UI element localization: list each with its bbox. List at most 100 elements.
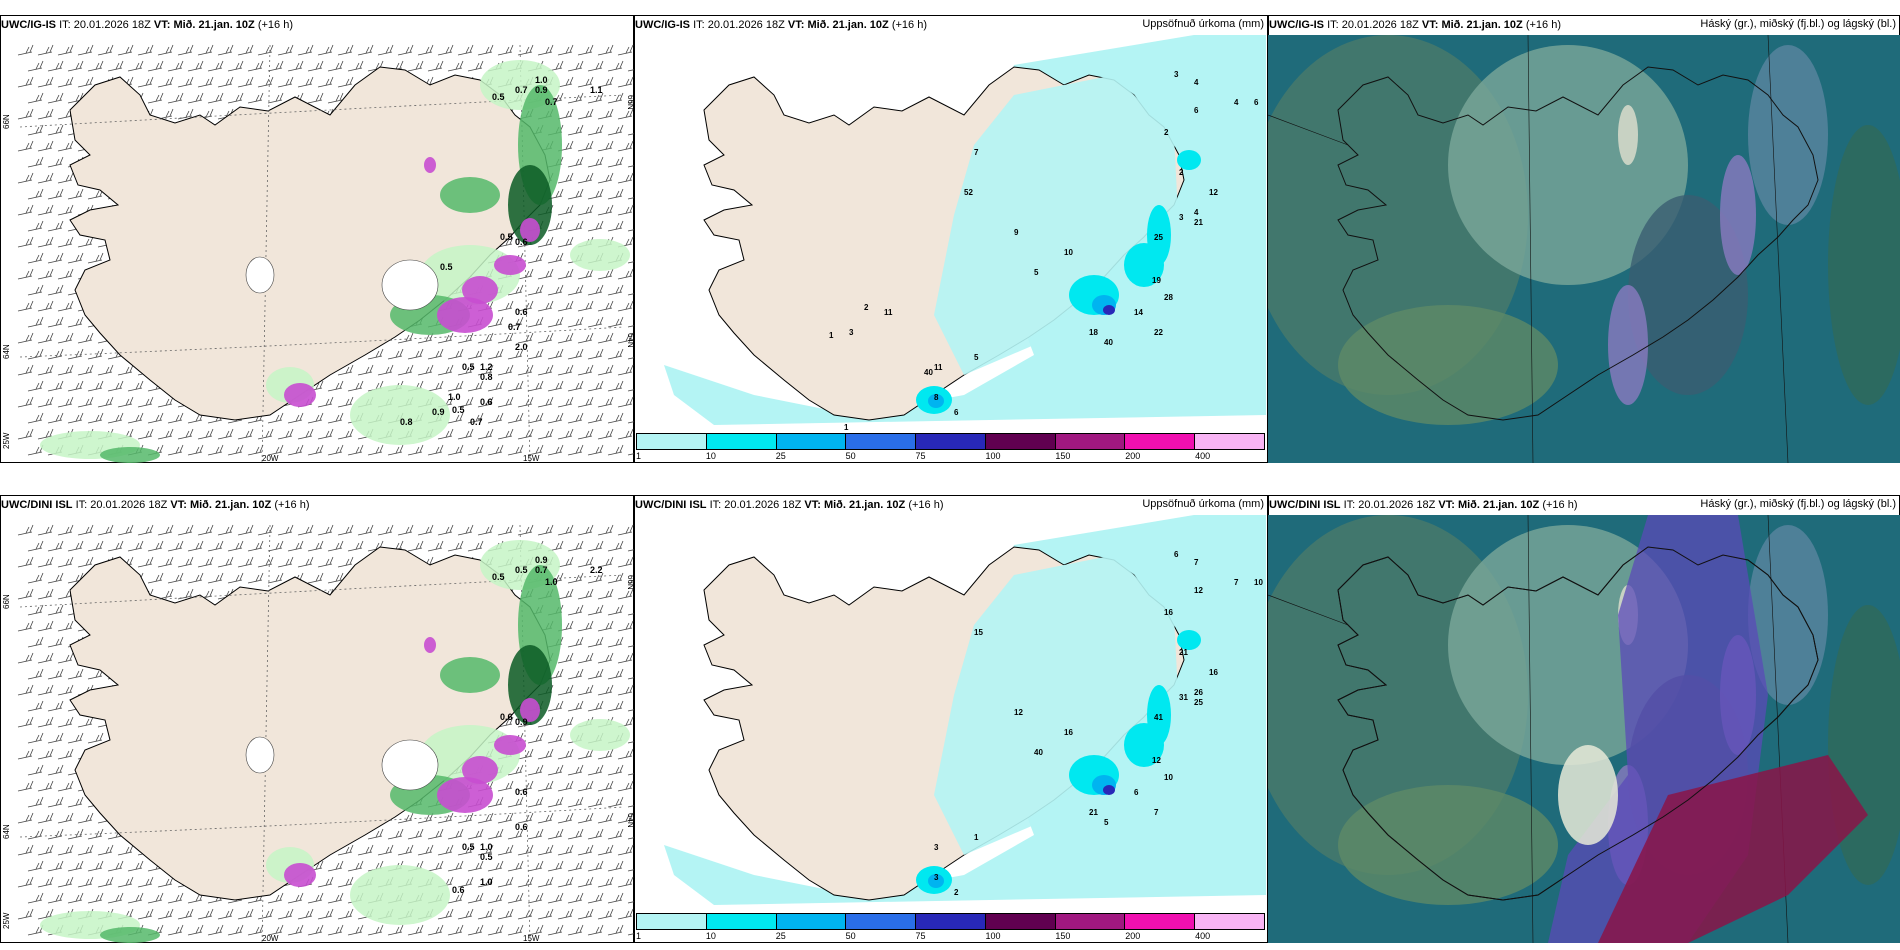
init-time: 20.01.2026 18Z — [707, 19, 785, 31]
wind-barb — [47, 796, 64, 808]
panel-header: UWC/DINI ISL IT: 20.01.2026 18Z VT: Mið.… — [1269, 499, 1578, 511]
wind-barb — [447, 540, 464, 552]
wind-barb — [567, 60, 584, 72]
wind-barb — [87, 860, 104, 872]
wind-barb — [67, 380, 84, 392]
wind-barb — [277, 908, 294, 920]
panel-header: UWC/IG-IS IT: 20.01.2026 18Z VT: Mið. 21… — [1, 19, 293, 31]
wind-barb — [517, 876, 534, 888]
colorbar-swatch — [706, 914, 777, 929]
thin-cloud — [1558, 745, 1618, 845]
wind-barb — [407, 348, 424, 360]
wind-barb — [317, 524, 334, 536]
colorbar-swatch — [1055, 434, 1126, 449]
glacier — [245, 256, 275, 294]
wind-barb — [47, 604, 64, 616]
wind-barb — [627, 325, 634, 328]
wind-barb — [57, 748, 74, 760]
wind-barb — [17, 588, 34, 600]
wind-barb — [177, 428, 194, 440]
wind-barb — [517, 396, 534, 408]
accum-value: 28 — [1164, 293, 1173, 302]
snow-area — [494, 735, 526, 755]
precip-area — [570, 239, 630, 271]
precip-area — [508, 165, 552, 245]
wind-barb — [557, 204, 574, 216]
precip-value: 0.5 — [500, 232, 513, 242]
precip-area-land — [934, 75, 1179, 375]
wind-barb — [187, 924, 204, 936]
wind-barb — [467, 380, 484, 392]
wind-barb — [137, 76, 154, 88]
wind-barb — [197, 428, 214, 440]
panel-title: Háský (gr.), miðský (fj.bl.) og lágský (… — [1700, 18, 1896, 30]
wind-barb — [607, 412, 624, 424]
wind-barb — [567, 348, 584, 360]
wind-barb — [267, 412, 284, 424]
colorbar-tick: 400 — [1195, 931, 1211, 941]
precip-area — [440, 177, 500, 213]
wind-barb — [507, 284, 524, 296]
wind-barb — [397, 812, 414, 824]
wind-barb — [17, 140, 34, 152]
wind-barb — [267, 444, 284, 456]
wind-barb — [17, 780, 34, 792]
wind-barb — [477, 524, 494, 536]
accum-value: 16 — [1209, 668, 1218, 677]
wind-barb — [577, 268, 594, 280]
wind-barb — [107, 540, 124, 552]
wind-barb — [497, 876, 514, 888]
precip-value: 1.0 — [535, 75, 548, 85]
wind-barb — [627, 133, 634, 136]
wind-barb — [557, 748, 574, 760]
wind-barb — [567, 284, 584, 296]
wind-barb — [607, 380, 624, 392]
wind-barb — [47, 828, 64, 840]
wind-barb — [607, 92, 624, 104]
model-name: UWC/IG-IS — [1, 19, 56, 31]
wind-barb — [607, 284, 624, 296]
wind-barb — [227, 92, 244, 104]
wind-barb — [407, 444, 424, 456]
wind-barb — [17, 844, 34, 856]
precip-area — [440, 657, 500, 693]
colorbar-tick: 10 — [705, 451, 716, 461]
wind-barb — [417, 524, 434, 536]
wind-barb — [357, 364, 374, 376]
vt-label: VT: — [1421, 19, 1439, 31]
wind-barb — [307, 412, 324, 424]
wind-barb — [17, 652, 34, 664]
wind-barb — [27, 636, 44, 648]
wind-barb — [27, 124, 44, 136]
wind-barb — [497, 364, 514, 376]
wind-barb — [27, 60, 44, 72]
wind-barb — [487, 412, 504, 424]
wind-barb — [557, 524, 574, 536]
wind-barb — [557, 300, 574, 312]
wind-barb — [57, 204, 74, 216]
colorbar-swatch — [985, 914, 1056, 929]
wind-barb — [297, 524, 314, 536]
precip-contour — [1177, 150, 1201, 170]
wind-barb — [597, 556, 614, 568]
iceland-outline — [1337, 546, 1819, 901]
accum-value: 1 — [844, 423, 849, 432]
wind-barb — [427, 444, 444, 456]
accum-value: 2 — [1164, 128, 1169, 137]
wind-barb — [17, 44, 34, 56]
wind-barb — [247, 60, 264, 72]
wind-barb — [627, 69, 634, 72]
wind-barb — [547, 764, 564, 776]
wind-barb — [157, 524, 174, 536]
wind-barb — [607, 540, 624, 552]
wind-barb — [597, 396, 614, 408]
precip-contour — [1147, 685, 1171, 745]
wind-barb — [617, 748, 634, 760]
wind-barb — [227, 572, 244, 584]
wind-barb — [617, 76, 634, 88]
wind-barb — [407, 828, 424, 840]
wind-barb — [557, 364, 574, 376]
wind-barb — [157, 76, 174, 88]
colorbar — [636, 913, 1265, 930]
wind-barb — [557, 716, 574, 728]
